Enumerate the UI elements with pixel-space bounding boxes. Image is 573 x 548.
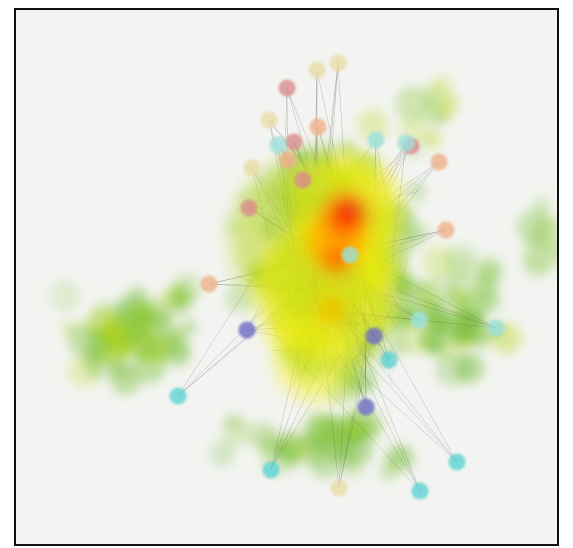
network-node [397,134,415,152]
network-edge [338,340,372,489]
network-node [341,246,359,264]
network-node [365,327,383,345]
density-blob [471,331,490,350]
density-blob [387,444,415,472]
network-node [200,275,218,293]
density-blob [345,420,362,437]
network-node [430,153,448,171]
node-layer [169,54,505,500]
network-node [330,479,348,497]
network-node [243,159,261,177]
density-blob [419,326,445,352]
network-node [410,311,428,329]
network-node [285,133,303,151]
density-blob [522,248,552,279]
density-blob [107,356,131,380]
density-hotspot [268,314,300,346]
network-node [278,79,296,97]
density-blob [109,308,145,344]
density-blob [334,444,358,468]
density-blob [279,433,307,460]
density-blob [166,290,192,317]
hotspot-layer [231,155,401,400]
network-node [329,54,347,72]
network-edge [389,287,497,329]
density-blob [395,85,432,122]
network-edge [338,331,370,489]
network-node [357,398,375,416]
density-hotspot [341,200,361,220]
network-node [238,321,256,339]
density-hotspot [356,250,396,290]
density-blob [454,353,484,383]
network-node [294,171,312,189]
network-node [240,199,258,217]
network-node [367,131,385,149]
network-node [308,61,326,79]
density-blob [416,282,440,307]
density-blob [49,280,81,312]
network-edge [359,341,421,492]
density-blob [395,279,422,306]
density-blob [224,283,255,314]
density-blob [338,138,357,158]
network-heatmap [16,10,557,544]
network-node [437,221,455,239]
network-node [309,118,327,136]
network-node [262,461,280,479]
figure-frame [14,8,559,546]
density-blob [446,271,471,296]
network-node [169,387,187,405]
density-blob [429,76,453,100]
density-blob [221,415,253,447]
network-node [448,453,466,471]
density-blob [254,425,280,451]
density-blob [477,257,503,283]
density-blob [180,318,197,336]
density-blob [406,182,427,202]
density-blob [421,129,441,149]
network-node [260,111,278,129]
density-blob [443,243,479,279]
density-blob [313,415,346,448]
network-node [269,136,287,154]
density-hotspot [317,296,345,324]
density-blob [443,93,461,111]
density-blob [209,440,236,467]
density-hotspot [280,164,332,216]
network-node [279,151,297,169]
network-node [487,319,505,337]
density-blob [406,222,429,245]
network-node [411,482,429,500]
density-blob [83,328,114,360]
density-blob [551,245,557,264]
density-blob [167,324,184,341]
network-node [380,351,398,369]
density-blob [516,209,552,245]
